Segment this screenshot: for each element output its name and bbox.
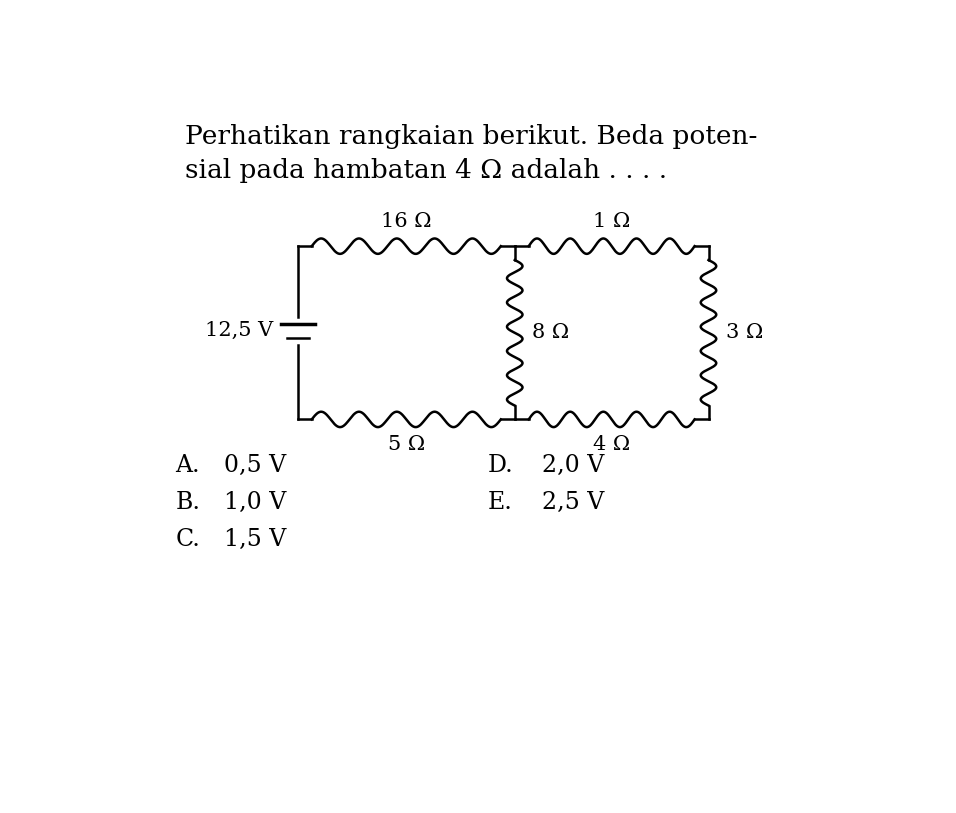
Text: 8 Ω: 8 Ω [532,324,569,342]
Text: C.: C. [175,528,200,551]
Text: Perhatikan rangkaian berikut. Beda poten-: Perhatikan rangkaian berikut. Beda poten… [185,124,758,150]
Text: 3 Ω: 3 Ω [726,324,763,342]
Text: 1,5 V: 1,5 V [224,528,287,551]
Text: E.: E. [488,491,512,514]
Text: 5 Ω: 5 Ω [388,435,424,454]
Text: D.: D. [488,454,513,477]
Text: B.: B. [175,491,201,514]
Text: sial pada hambatan 4 Ω adalah . . . .: sial pada hambatan 4 Ω adalah . . . . [185,159,667,183]
Text: 4 Ω: 4 Ω [593,435,630,454]
Text: 16 Ω: 16 Ω [381,211,431,231]
Text: A.: A. [175,454,200,477]
Text: 1,0 V: 1,0 V [224,491,287,514]
Text: 1 Ω: 1 Ω [593,211,630,231]
Text: 2,0 V: 2,0 V [542,454,604,477]
Text: 0,5 V: 0,5 V [224,454,286,477]
Text: 2,5 V: 2,5 V [542,491,604,514]
Text: 12,5 V: 12,5 V [205,321,273,341]
